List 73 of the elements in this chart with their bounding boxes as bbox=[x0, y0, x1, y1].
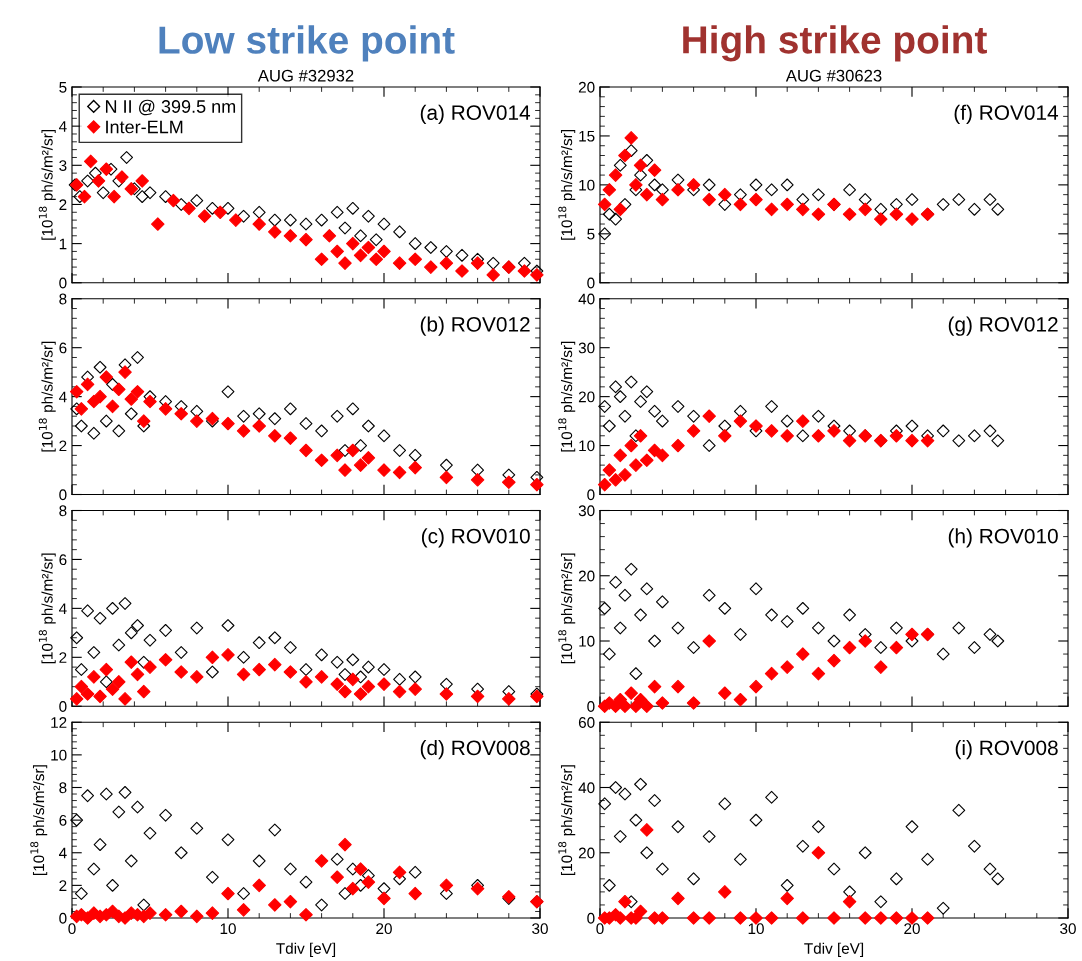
y-tick-label: 1 bbox=[59, 238, 67, 250]
y-tick-label: 40 bbox=[578, 293, 595, 305]
annotation: (b) ROV012 bbox=[420, 316, 530, 336]
y-tick-label: 10 bbox=[579, 635, 595, 647]
y-tick-label: 15 bbox=[579, 130, 595, 142]
y-tick-label: 0 bbox=[59, 277, 67, 289]
annotation: (d) ROV008 bbox=[420, 739, 530, 760]
y-tick-label: 6 bbox=[59, 814, 67, 826]
chart-title: High strike point bbox=[683, 25, 987, 62]
annotation: (c) ROV010 bbox=[421, 528, 530, 548]
y-tick-label: 30 bbox=[578, 505, 595, 517]
y-tick-label: 0 bbox=[59, 912, 67, 924]
x-tick-label: 30 bbox=[532, 923, 548, 935]
y-tick-label: 0 bbox=[587, 489, 595, 501]
y-tick-label: 40 bbox=[578, 782, 595, 794]
x-tick-label: 0 bbox=[68, 923, 76, 935]
y-axis-title: [10$^{18}$ ph/s/m²/sr] bbox=[38, 341, 56, 452]
y-axis-title: [10$^{18}$ ph/s/m²/sr] bbox=[30, 765, 48, 875]
y-tick-label: 2 bbox=[59, 652, 67, 663]
y-axis-title: [10$^{18}$ ph/s/m²/sr] bbox=[558, 553, 576, 664]
y-tick-label: 0 bbox=[59, 489, 67, 501]
y-tick-label: 0 bbox=[587, 912, 595, 924]
legend-label: N II @ 399.5 nm bbox=[105, 99, 236, 116]
y-axis-title: [10$^{18}$ ph/s/m²/sr] bbox=[558, 765, 576, 875]
legend-label: Inter-ELM bbox=[106, 120, 183, 134]
y-tick-label: 0 bbox=[587, 701, 595, 712]
y-tick-label: 20 bbox=[578, 847, 595, 859]
y-tick-label: 20 bbox=[578, 391, 595, 403]
y-tick-label: 10 bbox=[51, 749, 67, 761]
y-tick-label: 5 bbox=[587, 228, 595, 240]
y-tick-label: 8 bbox=[59, 505, 67, 517]
y-axis-title: [10$^{18}$ ph/s/m²/sr] bbox=[558, 341, 576, 452]
annotation: (f) ROV014 bbox=[954, 104, 1059, 125]
chart-title: Low strike point bbox=[159, 25, 455, 62]
x-tick-label: 30 bbox=[1060, 923, 1076, 935]
y-tick-label: 60 bbox=[578, 717, 595, 728]
y-axis-title: [10$^{18}$ ph/s/m²/sr] bbox=[558, 130, 576, 240]
y-tick-label: 5 bbox=[59, 82, 67, 93]
x-tick-label: 0 bbox=[596, 923, 604, 935]
x-tick-label: 20 bbox=[376, 923, 392, 935]
y-axis-title: [10$^{18}$ ph/s/m²/sr] bbox=[38, 130, 56, 240]
y-tick-label: 12 bbox=[51, 717, 67, 728]
y-tick-label: 2 bbox=[59, 880, 67, 891]
annotation: (a) ROV014 bbox=[420, 104, 531, 125]
y-tick-label: 10 bbox=[579, 179, 595, 191]
y-tick-label: 6 bbox=[59, 342, 67, 354]
y-axis-title: [10$^{18}$ ph/s/m²/sr] bbox=[38, 553, 56, 664]
chart-subtitle: AUG #30623 bbox=[785, 69, 882, 82]
x-axis-title: Tdiv [eV] bbox=[276, 942, 336, 957]
y-tick-label: 20 bbox=[578, 81, 595, 93]
y-tick-label: 8 bbox=[59, 782, 67, 794]
y-tick-label: 30 bbox=[578, 342, 595, 354]
y-tick-label: 2 bbox=[59, 440, 67, 452]
annotation: (g) ROV012 bbox=[948, 316, 1058, 336]
chart-subtitle: AUG #32932 bbox=[257, 69, 354, 82]
y-tick-label: 0 bbox=[587, 277, 595, 289]
x-tick-label: 10 bbox=[748, 923, 764, 935]
y-tick-label: 10 bbox=[579, 440, 595, 452]
y-tick-label: 4 bbox=[58, 603, 67, 614]
y-tick-label: 20 bbox=[578, 570, 595, 582]
y-tick-label: 4 bbox=[58, 847, 67, 859]
x-axis-title: Tdiv [eV] bbox=[804, 942, 864, 957]
y-tick-label: 2 bbox=[59, 199, 67, 210]
y-tick-label: 6 bbox=[59, 554, 67, 566]
annotation: (i) ROV008 bbox=[955, 739, 1058, 760]
y-tick-label: 4 bbox=[58, 121, 67, 132]
y-tick-label: 4 bbox=[58, 391, 67, 403]
y-tick-label: 0 bbox=[59, 701, 67, 712]
annotation: (h) ROV010 bbox=[948, 528, 1058, 548]
x-tick-label: 20 bbox=[904, 923, 920, 935]
y-tick-label: 8 bbox=[59, 293, 67, 305]
y-tick-label: 3 bbox=[59, 160, 67, 171]
x-tick-label: 10 bbox=[220, 923, 236, 935]
